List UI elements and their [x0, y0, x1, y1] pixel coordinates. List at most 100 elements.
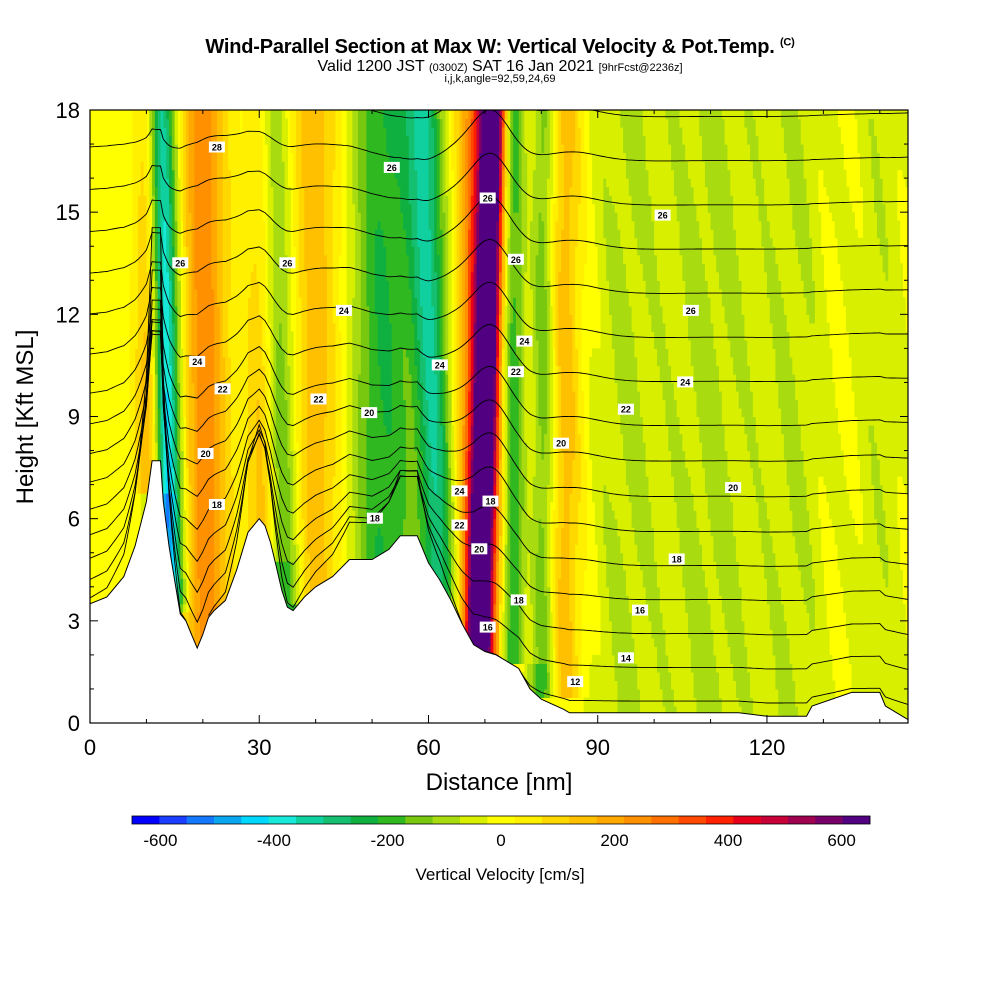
velocity-cell [321, 535, 325, 545]
velocity-cell [301, 127, 305, 137]
velocity-cell [225, 510, 229, 520]
velocity-cell [202, 442, 207, 452]
velocity-cell [200, 425, 204, 435]
velocity-cell [377, 322, 382, 332]
velocity-cell [188, 365, 193, 375]
velocity-cell [205, 356, 210, 367]
velocity-cell [326, 416, 331, 426]
velocity-cell [346, 331, 351, 341]
velocity-cell [231, 518, 235, 528]
velocity-cell [231, 373, 235, 384]
velocity-cell [188, 620, 193, 630]
velocity-cell [374, 118, 379, 128]
velocity-cell [137, 152, 142, 162]
velocity-cell [310, 561, 314, 571]
velocity-cell [360, 467, 365, 477]
velocity-cell [188, 501, 193, 511]
velocity-cell [253, 305, 258, 315]
velocity-cell [301, 229, 305, 239]
velocity-cell [183, 578, 187, 588]
velocity-cell [247, 382, 252, 392]
velocity-cell [278, 280, 283, 290]
velocity-cell [338, 246, 342, 256]
velocity-cell [281, 203, 286, 213]
velocity-cell [276, 178, 280, 188]
velocity-cell [278, 127, 283, 137]
velocity-cell [228, 186, 232, 196]
velocity-cell [236, 399, 241, 409]
velocity-cell [259, 271, 263, 281]
velocity-cell [349, 322, 353, 332]
velocity-cell [185, 425, 190, 435]
velocity-cell [374, 331, 379, 341]
velocity-cell [242, 186, 246, 196]
velocity-cell [360, 169, 365, 179]
velocity-cell [284, 305, 289, 315]
velocity-cell [245, 322, 249, 332]
velocity-cell [315, 127, 320, 137]
velocity-cell [194, 484, 198, 494]
velocity-cell [329, 442, 334, 452]
velocity-cell [250, 263, 255, 273]
velocity-cell [202, 161, 207, 171]
velocity-cell [231, 280, 235, 290]
velocity-cell [355, 195, 359, 205]
velocity-cell [188, 544, 193, 554]
velocity-cell [293, 586, 297, 596]
velocity-cell [233, 356, 238, 367]
velocity-cell [152, 280, 156, 290]
velocity-cell [357, 110, 362, 120]
velocity-cell [239, 322, 243, 332]
velocity-cell [146, 390, 150, 401]
velocity-cell [180, 595, 184, 605]
velocity-cell [197, 433, 201, 443]
velocity-cell [157, 331, 162, 341]
velocity-cell [214, 152, 218, 162]
velocity-cell [236, 305, 241, 315]
velocity-cell [357, 484, 362, 494]
velocity-cell [214, 186, 218, 196]
velocity-cell [197, 510, 201, 520]
velocity-cell [307, 493, 311, 503]
velocity-cell [247, 390, 252, 401]
velocity-cell [205, 127, 210, 137]
velocity-cell [166, 288, 170, 298]
velocity-cell [171, 144, 176, 154]
velocity-cell [326, 144, 331, 154]
velocity-cell [132, 186, 136, 196]
velocity-cell [360, 229, 365, 239]
velocity-cell [326, 425, 331, 435]
velocity-cell [222, 510, 226, 520]
velocity-cell [276, 493, 280, 503]
velocity-cell [250, 203, 255, 213]
velocity-cell [222, 212, 226, 222]
velocity-cell [177, 305, 181, 315]
velocity-cell [239, 339, 243, 349]
velocity-cell [222, 373, 226, 384]
velocity-cell [363, 195, 368, 205]
velocity-cell [276, 254, 280, 264]
velocity-cell [324, 433, 328, 443]
velocity-cell [290, 382, 294, 392]
velocity-cell [360, 493, 365, 503]
velocity-cell [225, 442, 229, 452]
velocity-cell [372, 331, 376, 341]
velocity-cell [312, 518, 317, 528]
velocity-cell [349, 220, 353, 230]
velocity-cell [281, 331, 286, 341]
velocity-cell [157, 254, 162, 264]
velocity-cell [273, 552, 277, 562]
velocity-cell [191, 127, 195, 137]
velocity-cell [180, 110, 184, 120]
velocity-cell [366, 373, 370, 384]
velocity-cell [157, 348, 162, 358]
velocity-cell [324, 246, 328, 256]
velocity-cell [355, 246, 359, 256]
velocity-cell [200, 552, 204, 562]
velocity-cell [222, 535, 226, 545]
velocity-cell [304, 229, 308, 239]
velocity-cell [231, 237, 235, 247]
velocity-cell [216, 314, 221, 324]
velocity-cell [129, 331, 133, 341]
velocity-cell [284, 544, 289, 554]
